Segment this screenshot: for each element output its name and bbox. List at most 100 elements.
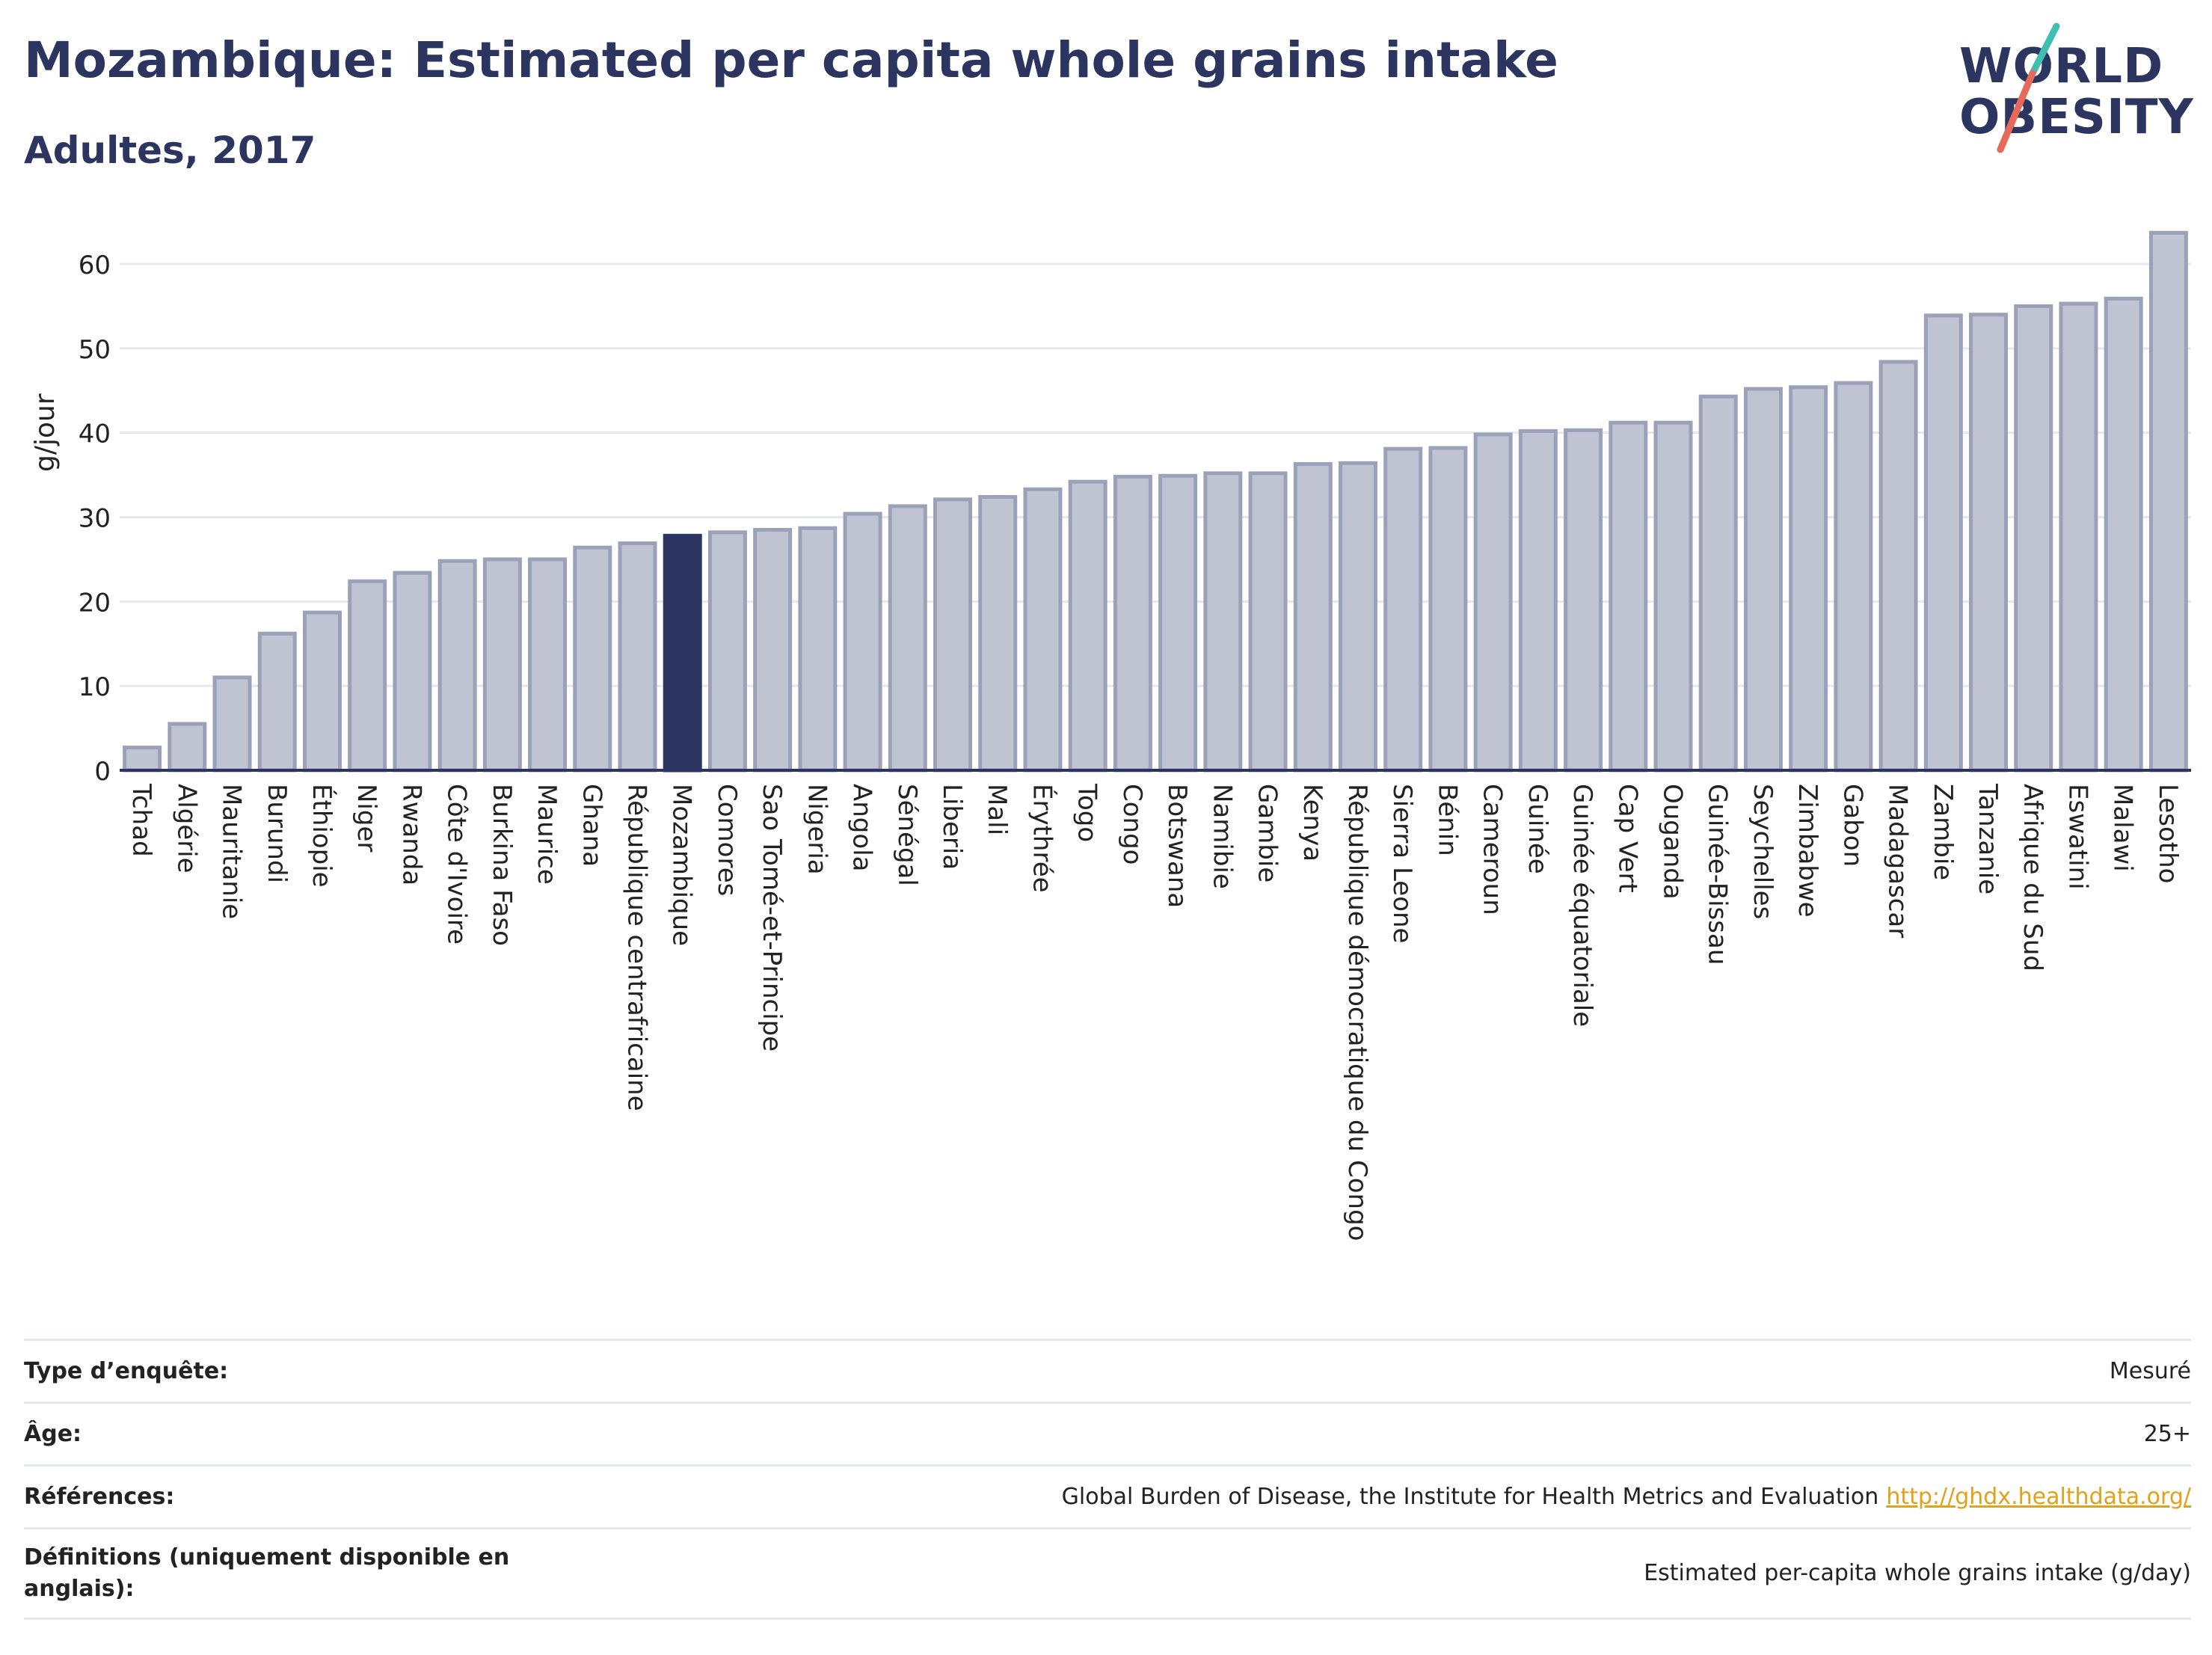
x-tick-label: Éthiopie [307, 784, 337, 888]
bar-9 [528, 557, 568, 773]
info-row: Âge: 25+ [24, 1401, 2191, 1464]
bar-43 [2059, 301, 2098, 773]
x-tick-label: Algérie [171, 784, 201, 873]
bar-24 [1203, 471, 1243, 773]
info-value: 25+ [2144, 1419, 2191, 1450]
logo-line-1: WORLD [1959, 39, 2164, 94]
bar-23 [1158, 473, 1198, 773]
x-tick-label: Ghana [577, 784, 606, 867]
x-tick-label: République démocratique du Congo [1342, 784, 1372, 1241]
x-tick-label: Burkina Faso [487, 784, 517, 946]
bar-0 [123, 746, 162, 773]
x-tick-label: Tchad [126, 783, 156, 857]
x-tick-label: Gambie [1253, 784, 1282, 882]
bar-20 [1023, 487, 1063, 773]
y-tick-label: 40 [79, 420, 111, 449]
bar-32 [1564, 428, 1603, 773]
x-tick-label: Afrique du Sud [2018, 784, 2047, 971]
bar-12 [663, 533, 702, 773]
y-tick-label: 60 [79, 251, 111, 280]
x-tick-label: Kenya [1297, 784, 1327, 862]
bar-5 [348, 579, 387, 773]
x-tick-label: Seychelles [1748, 784, 1778, 919]
x-tick-label: Mozambique [667, 784, 697, 946]
x-tick-label: Togo [1072, 783, 1102, 842]
bar-26 [1293, 461, 1333, 773]
x-tick-label: Niger [351, 784, 381, 852]
world-obesity-logo[interactable]: WORLD OBESITY [1944, 22, 2193, 157]
info-value-text: 25+ [2143, 1420, 2191, 1447]
x-tick-label: Guinée équatoriale [1567, 784, 1597, 1027]
bar-30 [1473, 432, 1513, 773]
bar-17 [888, 504, 927, 773]
info-value-text: Mesuré [2109, 1357, 2191, 1384]
y-tick-label: 50 [79, 335, 111, 365]
bar-40 [1923, 313, 1963, 773]
bar-42 [2014, 304, 2053, 773]
x-tick-label: Guinée [1523, 784, 1552, 874]
info-value-text: Global Burden of Disease, the Institute … [1061, 1483, 1879, 1510]
bar-16 [843, 512, 882, 773]
y-tick-label: 20 [79, 588, 111, 618]
bar-14 [753, 527, 793, 773]
bar-44 [2104, 296, 2143, 773]
x-tick-label: République centrafricaine [622, 784, 652, 1111]
x-tick-label: Congo [1117, 784, 1147, 865]
info-label: Type d’enquête: [24, 1357, 229, 1384]
info-table: Type d’enquête: Mesuré Âge: 25+ Références: G… [24, 1339, 2191, 1620]
bar-7 [437, 559, 477, 773]
y-tick-label: 10 [79, 672, 111, 702]
bar-35 [1698, 394, 1738, 773]
bar-15 [798, 526, 838, 773]
x-tick-label: Sao Tomé-et-Principe [757, 784, 787, 1051]
bar-27 [1338, 461, 1377, 773]
x-tick-label: Cameroun [1478, 784, 1508, 915]
x-tick-label: Ouganda [1658, 784, 1688, 900]
x-tick-label: Rwanda [396, 784, 426, 885]
bar-8 [482, 557, 522, 773]
bar-31 [1518, 429, 1558, 773]
x-tick-label: Liberia [937, 784, 967, 870]
x-tick-label: Comores [712, 784, 742, 896]
info-value: Estimated per-capita whole grains intake… [1644, 1558, 2191, 1589]
bar-13 [707, 530, 747, 773]
bar-34 [1653, 420, 1693, 773]
chart-title: Mozambique: Estimated per capita whole g… [24, 31, 1558, 89]
bar-28 [1383, 446, 1423, 773]
x-tick-label: Malawi [2108, 784, 2138, 872]
bar-3 [257, 631, 297, 773]
reference-link[interactable]: http://ghdx.healthdata.org/ [1886, 1483, 2191, 1510]
info-label: Définitions (uniquement disponible en an… [24, 1544, 510, 1602]
bar-36 [1743, 387, 1783, 773]
bar-1 [168, 722, 207, 773]
x-tick-label: Cap Vert [1612, 784, 1642, 893]
bar-6 [393, 571, 432, 773]
bar-10 [573, 545, 612, 773]
info-label: Références: [24, 1483, 175, 1510]
x-tick-label: Érythrée [1027, 784, 1057, 893]
x-tick-label: Botswana [1162, 784, 1192, 908]
info-value: Global Burden of Disease, the Institute … [1062, 1481, 2191, 1513]
x-tick-label: Nigeria [802, 784, 832, 875]
x-tick-label: Madagascar [1883, 784, 1913, 938]
x-tick-label: Côte d'Ivoire [442, 784, 472, 945]
bar-22 [1113, 474, 1152, 773]
bar-11 [618, 541, 657, 773]
x-tick-label: Burundi [262, 784, 292, 883]
x-tick-label: Sénégal [892, 784, 922, 886]
logo-slash-icon [1997, 22, 2060, 153]
info-row: Définitions (uniquement disponible en an… [24, 1527, 2191, 1620]
x-tick-label: Namibie [1207, 784, 1237, 889]
info-row: Références: Global Burden of Disease, the… [24, 1464, 2191, 1527]
info-row: Type d’enquête: Mesuré [24, 1339, 2191, 1401]
y-tick-label: 30 [79, 504, 111, 534]
x-tick-label: Eswatini [2062, 784, 2092, 890]
info-value: Mesuré [2110, 1356, 2191, 1387]
y-tick-label: 0 [94, 757, 111, 787]
x-tick-label: Mauritanie [217, 784, 247, 919]
bar-25 [1248, 471, 1288, 773]
x-tick-label: Bénin [1432, 784, 1462, 856]
x-tick-label: Gabon [1837, 784, 1867, 867]
x-tick-label: Zambie [1928, 784, 1958, 880]
bar-2 [212, 675, 252, 773]
